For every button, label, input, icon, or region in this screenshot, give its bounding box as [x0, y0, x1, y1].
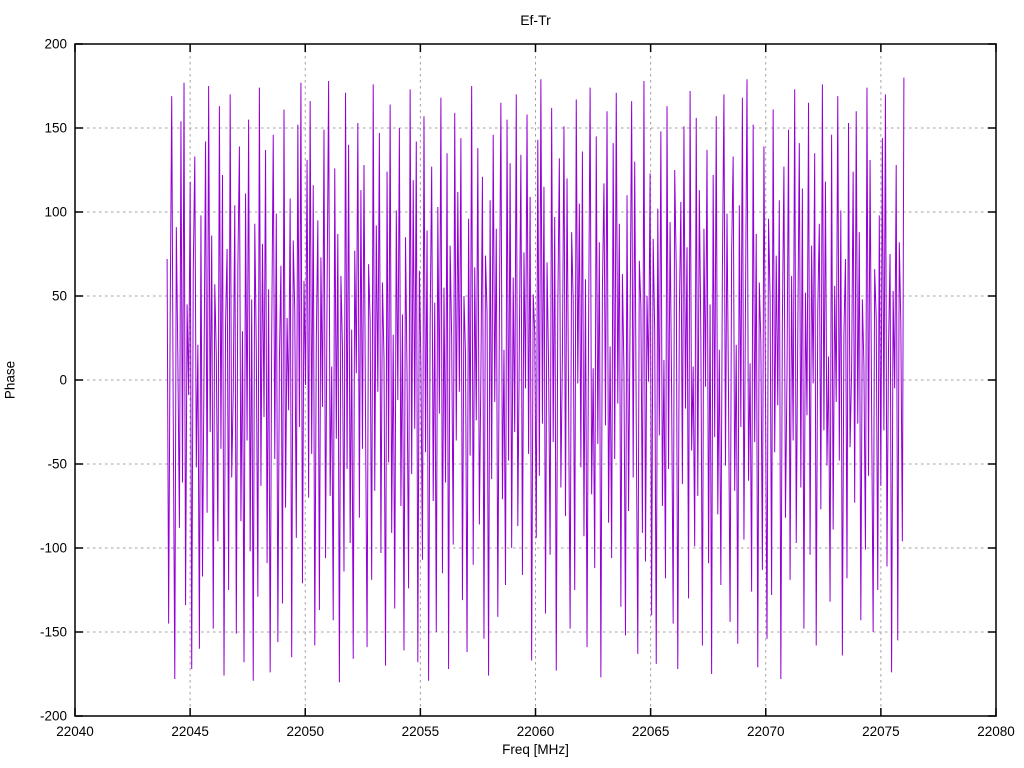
- x-axis-title: Freq [MHz]: [502, 742, 569, 757]
- x-tick-label: 22065: [632, 724, 670, 739]
- phase-trace: [166, 77, 905, 683]
- x-tick-label: 22055: [402, 724, 440, 739]
- x-tick-label: 22075: [862, 724, 900, 739]
- y-tick-label: -50: [47, 457, 67, 472]
- y-tick-label: -150: [40, 625, 67, 640]
- x-tick-label: 22050: [286, 724, 324, 739]
- y-tick-label: 200: [44, 37, 67, 52]
- x-tick-label: 22080: [977, 724, 1015, 739]
- x-tick-label: 22045: [171, 724, 209, 739]
- y-tick-label: 100: [44, 205, 67, 220]
- x-tick-label: 22070: [747, 724, 785, 739]
- y-tick-label: 150: [44, 121, 67, 136]
- y-tick-label: 0: [59, 373, 67, 388]
- x-tick-label: 22040: [56, 724, 94, 739]
- chart-title: Ef-Tr: [520, 12, 551, 28]
- y-tick-label: -100: [40, 541, 67, 556]
- y-tick-label: -200: [40, 709, 67, 724]
- y-tick-label: 50: [52, 289, 67, 304]
- x-tick-label: 22060: [517, 724, 555, 739]
